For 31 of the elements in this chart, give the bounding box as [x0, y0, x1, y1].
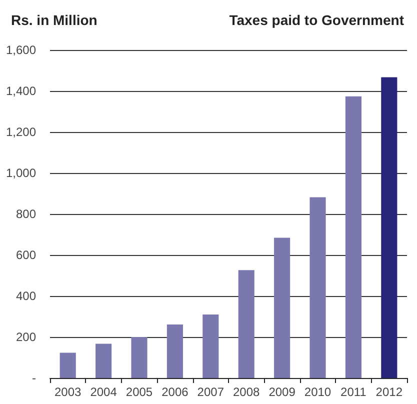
bar — [60, 352, 76, 378]
x-tick-label: 2005 — [126, 385, 153, 399]
chart-title: Taxes paid to Government — [229, 12, 404, 28]
x-tick-label: 2010 — [304, 385, 332, 399]
bar — [345, 96, 362, 378]
bar — [310, 197, 326, 378]
bar — [202, 314, 219, 378]
x-tick-label: 2011 — [340, 385, 367, 399]
bar — [166, 324, 183, 378]
y-tick-label: - — [32, 371, 36, 385]
x-tick-label: 2008 — [233, 385, 260, 399]
bar — [274, 238, 290, 378]
y-tick-label: 1,200 — [6, 125, 36, 139]
y-tick-label: 400 — [16, 289, 36, 303]
x-tick-label: 2004 — [90, 385, 118, 399]
x-tick-label: 2012 — [376, 385, 403, 399]
x-tick-label: 2003 — [54, 385, 82, 399]
bar — [96, 344, 112, 378]
bar — [381, 77, 398, 378]
y-tick-label: 600 — [16, 248, 36, 262]
y-tick-label: 1,400 — [6, 84, 36, 98]
y-tick-label: 1,000 — [6, 166, 36, 180]
y-tick-label: 1,600 — [6, 43, 36, 57]
x-tick-label: 2007 — [197, 385, 224, 399]
y-tick-label: 800 — [16, 207, 36, 221]
bar — [131, 337, 148, 378]
y-tick-label: 200 — [16, 330, 36, 344]
x-tick-label: 2009 — [268, 385, 296, 399]
y-axis-title: Rs. in Million — [11, 12, 98, 28]
x-tick-label: 2006 — [162, 385, 189, 399]
bar — [238, 270, 254, 378]
